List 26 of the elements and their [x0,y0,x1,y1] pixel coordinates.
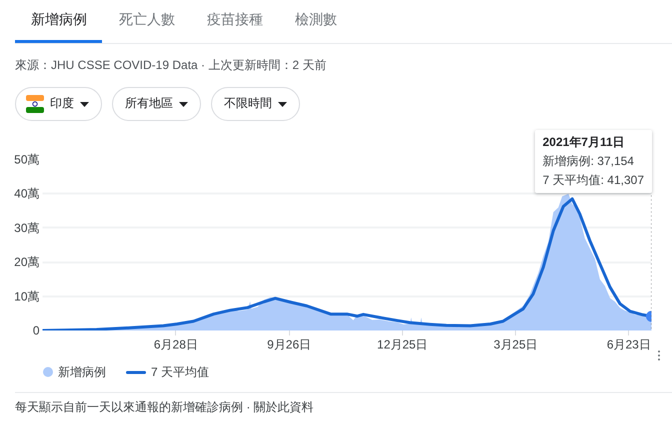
y-tick-label: 0 [32,324,40,338]
x-tick-label: 9月26日 [267,338,312,352]
annotation: 新增病例: 37,154 [542,153,635,170]
y-tick-label: 40萬 [14,186,40,201]
dropdown-button: 不限時間 [211,87,300,121]
y-tick-label: 10萬 [14,289,40,304]
text: 疫苗接種 [207,10,263,28]
chart-subtitle: 來源：JHU CSSE COVID-19 Data · 上次更新時間：2 天前 [15,58,326,72]
tooltip-title: 2021年7月11日 [542,134,626,151]
x-tick-label: 3月25日 [494,338,538,352]
x-tick-label: 12月25日 [377,338,428,352]
x-tick-label: 6月23日 [606,338,651,352]
legend-label: 新增病例 [58,365,106,379]
y-tick-label: 30萬 [14,220,40,235]
y-tick-label: 20萬 [14,255,40,270]
x-tick-label: 6月28日 [154,338,198,352]
legend-label: 7 天平均值 [151,365,210,379]
y-tick-label: 50萬 [14,152,40,166]
text: 檢測數 [295,10,337,28]
dropdown-button: 印度 [15,87,102,121]
annotation: 7 天平均值: 41,307 [542,172,644,189]
tooltip-card: 2021年7月11日 新增病例: 37,154 7 天平均值: 41,307 [534,130,652,193]
chart-title: 新增病例 [31,10,87,28]
text: 死亡人數 [119,10,175,28]
dropdown-button: 所有地區 [112,87,201,121]
text: 每天顯示自前一天以來通報的新增確診病例 · 關於此資料 [15,400,314,414]
